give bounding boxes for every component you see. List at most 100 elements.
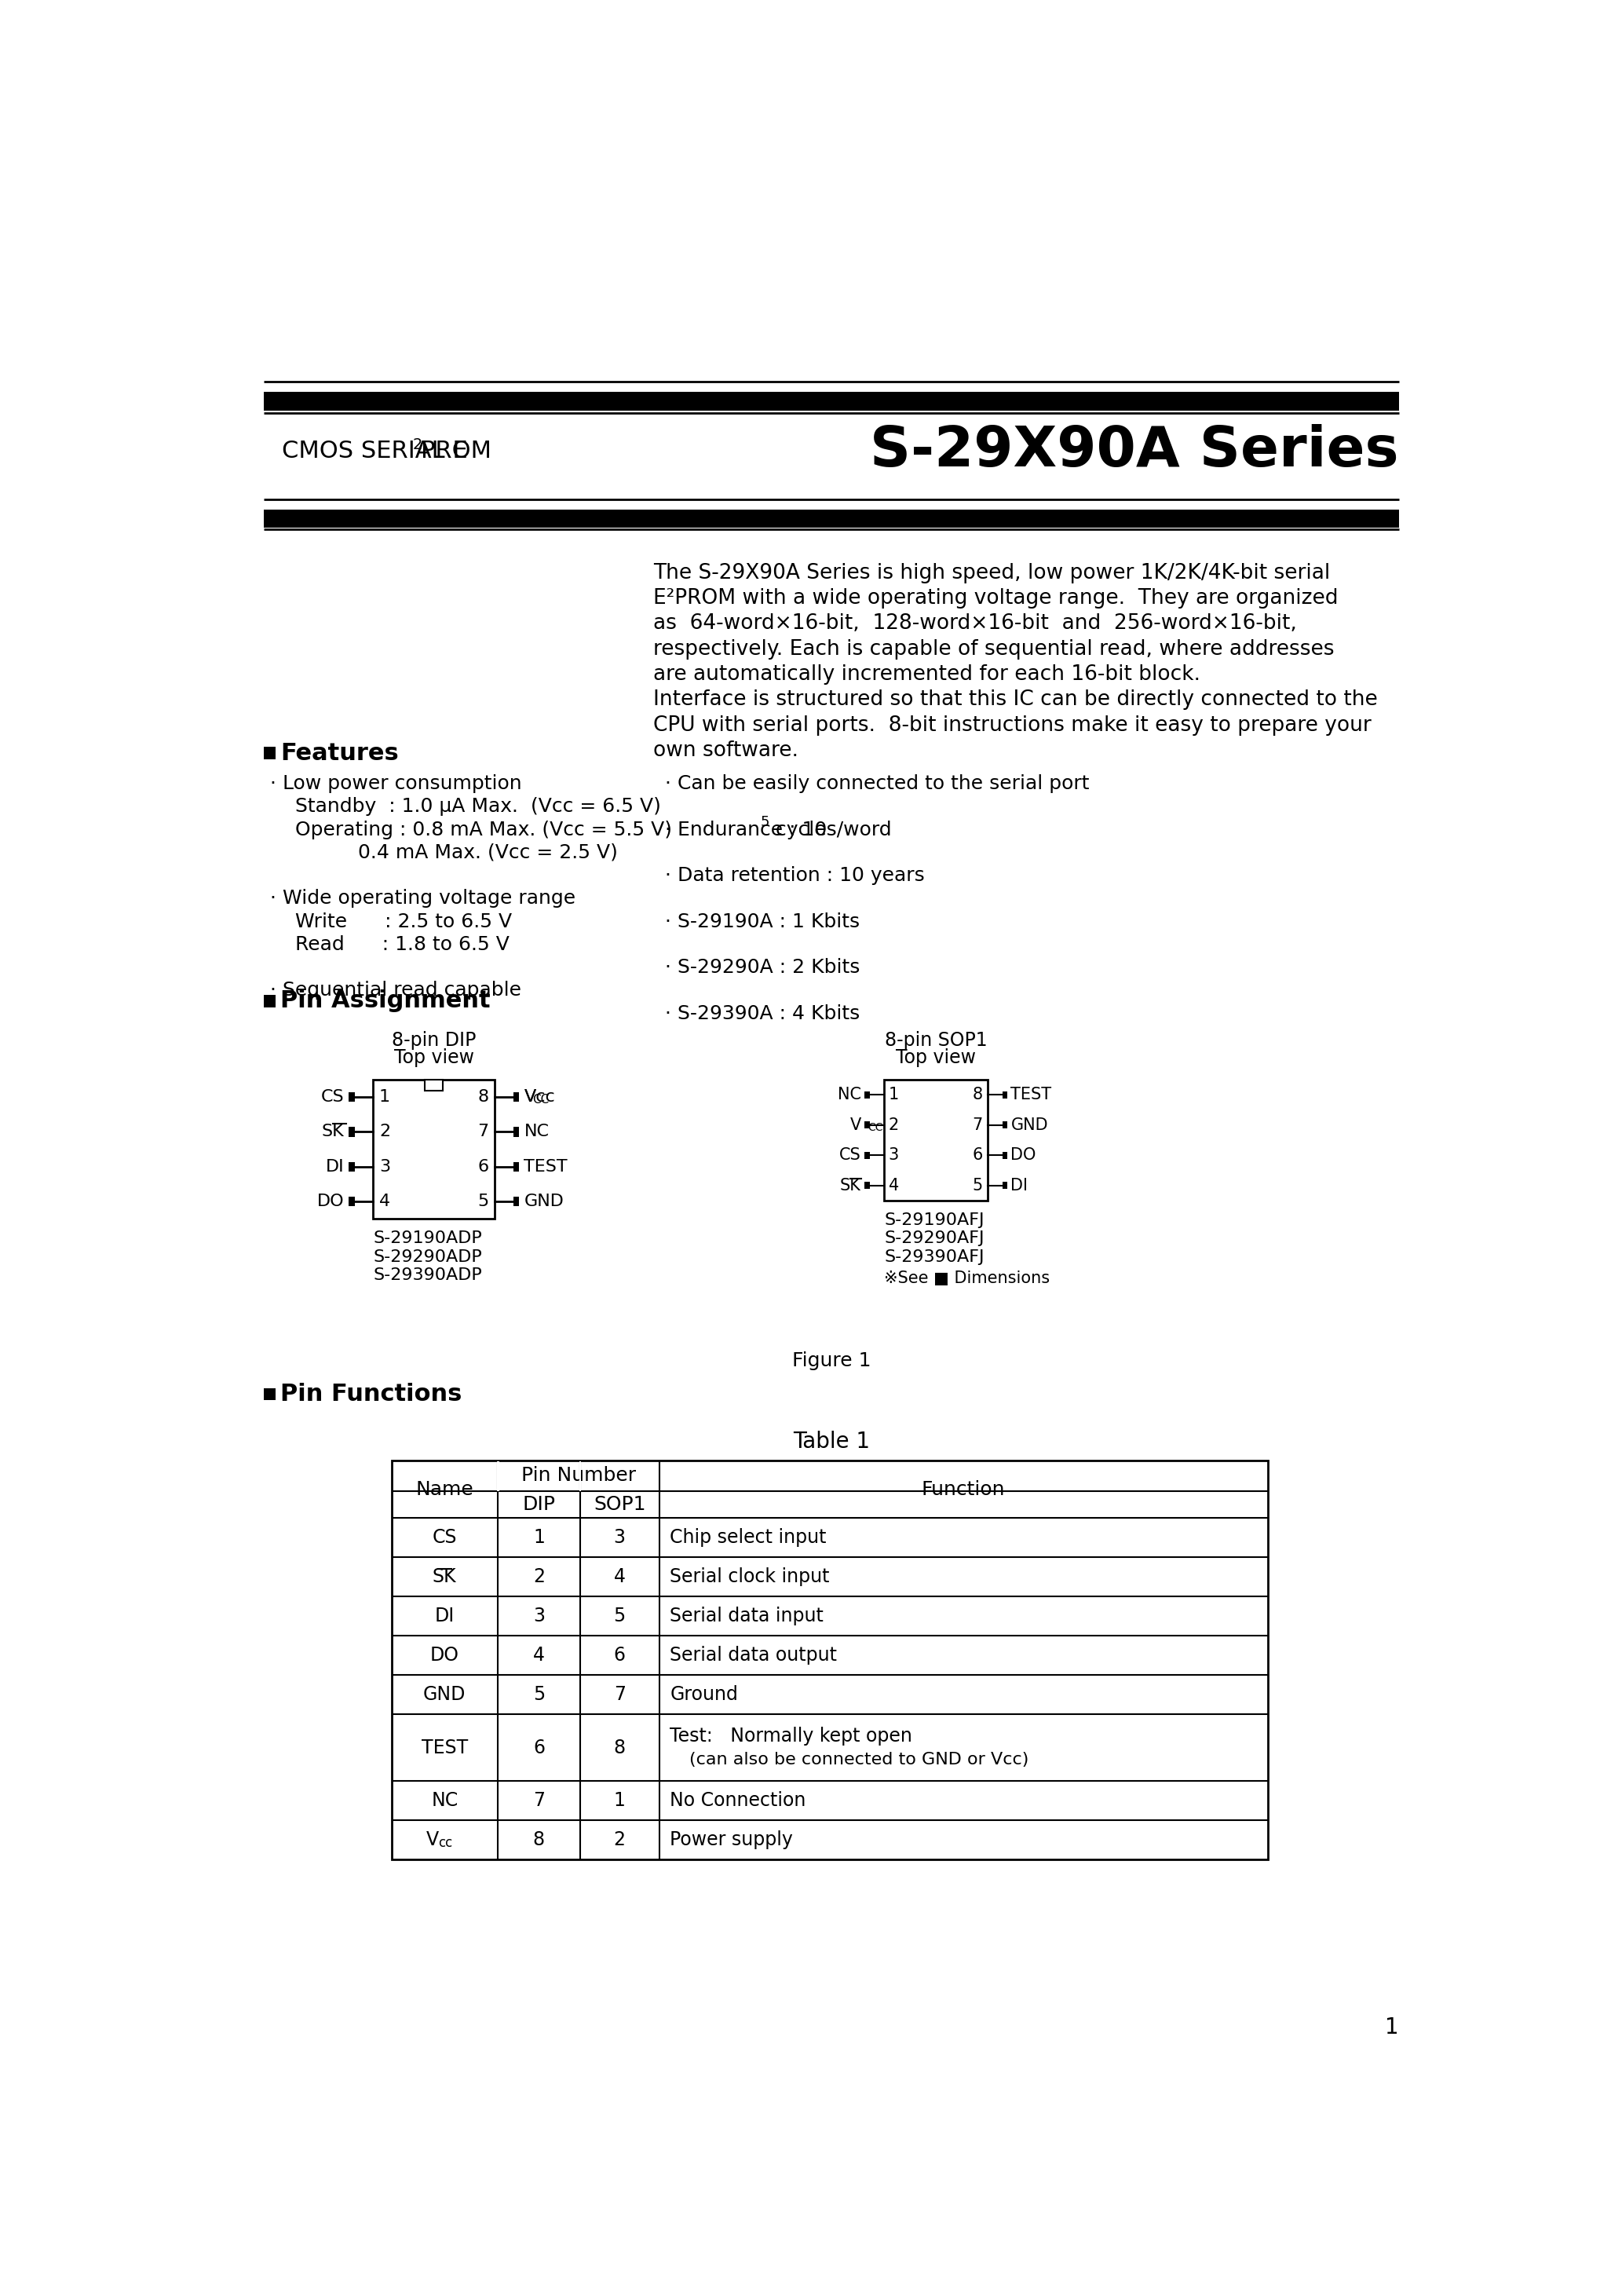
Text: DO: DO xyxy=(316,1194,344,1210)
Text: Pin Number: Pin Number xyxy=(521,1467,636,1486)
Text: 7: 7 xyxy=(613,1685,626,1704)
Text: PROM: PROM xyxy=(420,439,491,461)
Text: Vcc: Vcc xyxy=(524,1088,555,1104)
Text: V: V xyxy=(524,1088,535,1104)
Bar xyxy=(349,1127,355,1137)
Text: Read      : 1.8 to 6.5 V: Read : 1.8 to 6.5 V xyxy=(269,934,509,955)
Text: TEST: TEST xyxy=(524,1159,568,1176)
Text: · S-29190A : 1 Kbits: · S-29190A : 1 Kbits xyxy=(665,912,860,932)
Bar xyxy=(513,1162,519,1171)
Text: S-29390ADP: S-29390ADP xyxy=(373,1267,482,1283)
Text: Pin Functions: Pin Functions xyxy=(281,1382,462,1405)
Text: · Can be easily connected to the serial port: · Can be easily connected to the serial … xyxy=(665,774,1090,792)
Text: 6: 6 xyxy=(477,1159,488,1176)
Text: 6: 6 xyxy=(613,1646,626,1665)
Text: · S-29390A : 4 Kbits: · S-29390A : 4 Kbits xyxy=(665,1003,860,1024)
Text: 3: 3 xyxy=(380,1159,391,1176)
Text: own software.: own software. xyxy=(654,742,798,760)
Text: as  64-word×16-bit,  128-word×16-bit  and  256-word×16-bit,: as 64-word×16-bit, 128-word×16-bit and 2… xyxy=(654,613,1296,634)
Bar xyxy=(391,1460,1267,1860)
Text: 8: 8 xyxy=(534,1830,545,1848)
Text: 8: 8 xyxy=(477,1088,488,1104)
Text: 5: 5 xyxy=(972,1178,983,1194)
Text: 8-pin SOP1: 8-pin SOP1 xyxy=(884,1031,988,1049)
Text: · Wide operating voltage range: · Wide operating voltage range xyxy=(269,889,576,907)
Bar xyxy=(264,1389,276,1401)
Text: Standby  : 1.0 μA Max.  (Vcc = 6.5 V): Standby : 1.0 μA Max. (Vcc = 6.5 V) xyxy=(269,797,660,815)
Text: No Connection: No Connection xyxy=(670,1791,806,1809)
Text: TEST: TEST xyxy=(1011,1086,1051,1102)
Text: DO: DO xyxy=(430,1646,459,1665)
Text: 1: 1 xyxy=(613,1791,626,1809)
Text: DI: DI xyxy=(1011,1178,1028,1194)
Text: GND: GND xyxy=(1011,1118,1048,1132)
Bar xyxy=(884,1079,988,1201)
Text: 0.4 mA Max. (Vcc = 2.5 V): 0.4 mA Max. (Vcc = 2.5 V) xyxy=(269,843,618,861)
Text: 7: 7 xyxy=(972,1118,983,1132)
Text: 2: 2 xyxy=(380,1125,391,1139)
Bar xyxy=(513,1196,519,1205)
Text: Top view: Top view xyxy=(895,1049,976,1068)
Text: respectively. Each is capable of sequential read, where addresses: respectively. Each is capable of sequent… xyxy=(654,638,1333,659)
Text: 8: 8 xyxy=(613,1738,626,1756)
Text: 2: 2 xyxy=(412,436,422,452)
Text: CC: CC xyxy=(868,1123,882,1132)
Text: Ground: Ground xyxy=(670,1685,738,1704)
Text: Power supply: Power supply xyxy=(670,1830,793,1848)
Text: 1: 1 xyxy=(380,1088,391,1104)
Text: SK: SK xyxy=(433,1568,457,1587)
Text: Serial clock input: Serial clock input xyxy=(670,1568,830,1587)
Text: E²PROM with a wide operating voltage range.  They are organized: E²PROM with a wide operating voltage ran… xyxy=(654,588,1338,608)
Text: Write      : 2.5 to 6.5 V: Write : 2.5 to 6.5 V xyxy=(269,912,511,932)
Text: Table 1: Table 1 xyxy=(793,1430,869,1453)
Text: SK: SK xyxy=(840,1178,861,1194)
Text: NC: NC xyxy=(524,1125,550,1139)
Bar xyxy=(513,1127,519,1137)
Text: GND: GND xyxy=(423,1685,466,1704)
Text: · S-29290A : 2 Kbits: · S-29290A : 2 Kbits xyxy=(665,957,860,978)
Text: V: V xyxy=(427,1830,438,1848)
Text: 2: 2 xyxy=(613,1830,626,1848)
Text: NC: NC xyxy=(837,1086,861,1102)
Text: 7: 7 xyxy=(477,1125,488,1139)
Text: The S-29X90A Series is high speed, low power 1K/2K/4K-bit serial: The S-29X90A Series is high speed, low p… xyxy=(654,563,1330,583)
Bar xyxy=(349,1093,355,1102)
Text: Function: Function xyxy=(921,1481,1006,1499)
Text: Features: Features xyxy=(281,742,399,765)
Text: S-29290ADP: S-29290ADP xyxy=(373,1249,482,1265)
Text: 5: 5 xyxy=(613,1607,626,1626)
Text: CS: CS xyxy=(431,1529,457,1548)
Text: SOP1: SOP1 xyxy=(594,1495,646,1513)
Text: CS: CS xyxy=(321,1088,344,1104)
Text: 5: 5 xyxy=(477,1194,488,1210)
Text: DI: DI xyxy=(326,1159,344,1176)
Text: Pin Assignment: Pin Assignment xyxy=(281,990,491,1013)
Text: 5: 5 xyxy=(761,815,769,829)
Text: DO: DO xyxy=(1011,1148,1036,1164)
Text: Operating : 0.8 mA Max. (Vcc = 5.5 V): Operating : 0.8 mA Max. (Vcc = 5.5 V) xyxy=(269,820,672,838)
Text: Name: Name xyxy=(415,1481,474,1499)
Text: 6: 6 xyxy=(534,1738,545,1756)
Text: 3: 3 xyxy=(534,1607,545,1626)
Text: 2: 2 xyxy=(534,1568,545,1587)
Text: 8-pin DIP: 8-pin DIP xyxy=(393,1031,477,1049)
Text: 4: 4 xyxy=(534,1646,545,1665)
Text: Test:   Normally kept open: Test: Normally kept open xyxy=(670,1727,913,1745)
Bar xyxy=(865,1091,869,1097)
Text: S-29290AFJ: S-29290AFJ xyxy=(884,1231,985,1247)
Text: S-29390AFJ: S-29390AFJ xyxy=(884,1249,985,1265)
Text: Chip select input: Chip select input xyxy=(670,1529,827,1548)
Bar xyxy=(865,1120,869,1130)
Text: 1: 1 xyxy=(1385,2016,1398,2039)
Text: SK: SK xyxy=(321,1125,344,1139)
Text: 7: 7 xyxy=(534,1791,545,1809)
Bar xyxy=(1002,1120,1007,1130)
Bar xyxy=(1002,1091,1007,1097)
Bar xyxy=(349,1162,355,1171)
Text: DIP: DIP xyxy=(522,1495,555,1513)
Text: CPU with serial ports.  8-bit instructions make it easy to prepare your: CPU with serial ports. 8-bit instruction… xyxy=(654,714,1371,735)
Text: · Low power consumption: · Low power consumption xyxy=(269,774,521,792)
Text: Top view: Top view xyxy=(394,1049,474,1068)
Text: 3: 3 xyxy=(613,1529,626,1548)
Bar xyxy=(579,1460,581,1490)
